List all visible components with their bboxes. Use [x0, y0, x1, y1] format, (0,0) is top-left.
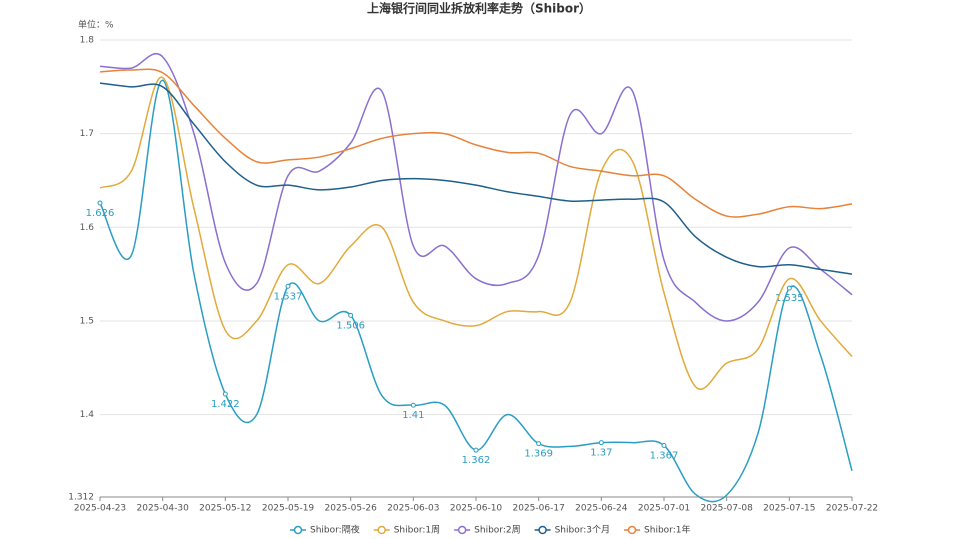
legend-icon [293, 525, 303, 535]
point-marker [285, 283, 291, 289]
point-marker [222, 391, 228, 397]
x-tick-label: 2025-06-17 [513, 504, 565, 514]
point-marker [410, 402, 416, 408]
y-tick-label: 1.4 [80, 410, 95, 420]
series-line [99, 79, 853, 503]
legend: Shibor:隔夜 Shibor:1周 Shibor:2周 Shibor:3个月 Shi… [290, 524, 690, 536]
chart-title: 上海银行间同业拆放利率走势（Shibor） [367, 1, 591, 16]
x-tick-label: 2025-06-24 [575, 504, 628, 514]
series-line [99, 82, 853, 275]
series-line [99, 53, 853, 322]
series-line [99, 76, 853, 390]
x-tick-label: 2025-07-01 [638, 504, 690, 514]
point-marker [473, 447, 479, 453]
value-label: 1.37 [590, 448, 612, 459]
point-marker [661, 442, 667, 448]
legend-icon [457, 525, 467, 535]
legend-icon [627, 525, 637, 535]
y-tick-label: 1.5 [80, 316, 94, 326]
value-label: 1.369 [524, 449, 553, 460]
value-label: 1.506 [336, 320, 365, 331]
point-marker [536, 441, 542, 447]
legend-label: Shibor:隔夜 [310, 524, 360, 536]
x-tick-label: 2025-06-03 [387, 504, 439, 514]
x-tick-label: 2025-06-10 [450, 504, 503, 514]
point-marker [348, 312, 354, 318]
series-line [99, 68, 853, 218]
y-tick-label: 1.6 [80, 223, 95, 233]
value-label: 1.367 [650, 450, 679, 461]
legend-icon [377, 525, 386, 535]
point-marker [598, 440, 604, 446]
y-tick-label: 1.8 [80, 36, 95, 46]
y-tick-label: 1.7 [80, 129, 94, 139]
legend-label: Shibor:2周 [474, 525, 520, 536]
point-marker [786, 285, 792, 291]
legend-label: Shibor:3个月 [555, 525, 610, 536]
x-tick-label: 2025-04-30 [137, 504, 190, 514]
x-tick-label: 2025-07-22 [826, 504, 878, 514]
legend-label: Shibor:1周 [394, 525, 440, 536]
value-label: 1.537 [274, 291, 303, 302]
value-label: 1.626 [86, 208, 115, 219]
legend-label: Shibor:1年 [644, 524, 690, 536]
x-tick-label: 2025-07-15 [763, 504, 815, 514]
legend-icon [538, 525, 547, 535]
x-tick-label: 2025-05-12 [199, 504, 251, 514]
x-tick-label: 2025-05-26 [325, 504, 378, 514]
y-tick-label: 1.312 [68, 493, 94, 503]
point-marker [97, 200, 103, 206]
value-label: 1.422 [211, 399, 240, 410]
x-tick-label: 2025-05-19 [262, 504, 315, 514]
value-label: 1.41 [402, 410, 424, 421]
x-tick-label: 2025-04-23 [74, 504, 126, 514]
value-label: 1.362 [462, 455, 491, 466]
x-tick-label: 2025-07-08 [701, 504, 754, 514]
value-label: 1.535 [775, 293, 804, 304]
y-unit: 单位：% [78, 19, 114, 31]
